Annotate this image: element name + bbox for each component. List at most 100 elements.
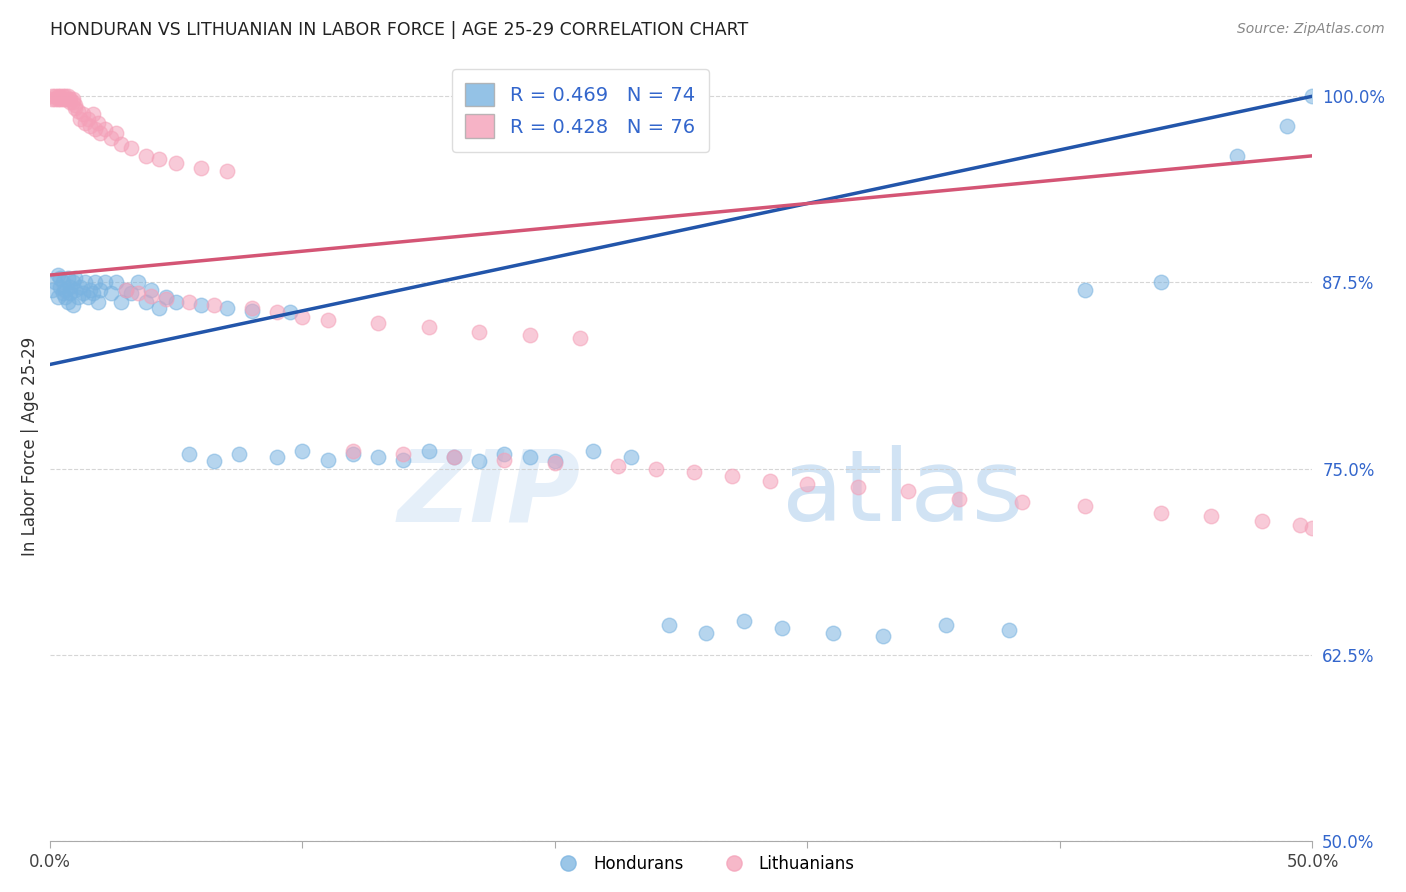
Point: [69, 280, 91, 294]
Point: [89, 127, 111, 141]
Point: [52, 89, 75, 103]
Point: [46, 290, 69, 304]
Point: [278, 305, 301, 319]
Point: [87, 294, 110, 309]
Point: [468, 325, 491, 339]
Point: [240, 303, 263, 318]
Point: [796, 476, 818, 491]
Point: [872, 629, 894, 643]
Point: [52, 92, 75, 106]
Point: [658, 618, 681, 632]
Point: [620, 450, 643, 464]
Legend: Hondurans, Lithuanians: Hondurans, Lithuanians: [544, 848, 862, 880]
Point: [1301, 521, 1323, 535]
Point: [165, 156, 187, 170]
Point: [110, 294, 132, 309]
Point: [733, 614, 755, 628]
Point: [948, 491, 970, 506]
Point: [104, 127, 127, 141]
Point: [44, 89, 66, 103]
Point: [240, 301, 263, 315]
Point: [59, 280, 82, 294]
Point: [569, 331, 592, 345]
Point: [468, 454, 491, 468]
Point: [59, 285, 82, 300]
Point: [135, 149, 157, 163]
Point: [443, 450, 465, 464]
Point: [266, 450, 288, 464]
Point: [1251, 514, 1274, 528]
Point: [215, 163, 238, 178]
Point: [494, 453, 516, 467]
Point: [49, 92, 72, 106]
Point: [367, 450, 389, 464]
Point: [52, 276, 75, 290]
Point: [75, 276, 97, 290]
Point: [46, 268, 69, 282]
Point: [1226, 149, 1249, 163]
Point: [1288, 518, 1310, 533]
Point: [418, 320, 440, 334]
Point: [87, 116, 110, 130]
Point: [758, 474, 780, 488]
Point: [46, 89, 69, 103]
Point: [75, 116, 97, 130]
Point: [114, 283, 136, 297]
Point: [56, 271, 79, 285]
Point: [998, 623, 1021, 637]
Point: [165, 294, 187, 309]
Point: [1201, 509, 1223, 524]
Point: [46, 92, 69, 106]
Text: Source: ZipAtlas.com: Source: ZipAtlas.com: [1237, 22, 1385, 37]
Point: [69, 112, 91, 126]
Point: [120, 285, 142, 300]
Point: [392, 447, 415, 461]
Point: [100, 285, 122, 300]
Point: [56, 89, 79, 103]
Point: [53, 290, 76, 304]
Point: [202, 454, 225, 468]
Point: [76, 112, 98, 126]
Point: [190, 161, 212, 175]
Point: [342, 443, 364, 458]
Point: [56, 92, 79, 106]
Point: [84, 122, 107, 136]
Point: [1011, 494, 1033, 508]
Point: [342, 447, 364, 461]
Point: [135, 294, 157, 309]
Point: [682, 465, 704, 479]
Text: atlas: atlas: [782, 445, 1024, 542]
Point: [897, 484, 920, 499]
Point: [645, 462, 668, 476]
Point: [291, 310, 314, 324]
Point: [519, 327, 541, 342]
Point: [155, 290, 177, 304]
Point: [63, 98, 86, 112]
Point: [607, 458, 630, 473]
Point: [1074, 283, 1097, 297]
Point: [695, 625, 717, 640]
Point: [139, 289, 162, 303]
Point: [770, 621, 793, 635]
Point: [52, 285, 75, 300]
Point: [49, 271, 72, 285]
Point: [53, 283, 76, 297]
Point: [72, 285, 94, 300]
Point: [66, 290, 89, 304]
Legend: R = 0.469   N = 74, R = 0.428   N = 76: R = 0.469 N = 74, R = 0.428 N = 76: [451, 69, 709, 152]
Point: [139, 283, 162, 297]
Point: [41, 283, 63, 297]
Point: [215, 301, 238, 315]
Point: [127, 285, 149, 300]
Point: [1301, 89, 1323, 103]
Point: [1150, 507, 1173, 521]
Point: [49, 89, 72, 103]
Point: [202, 298, 225, 312]
Point: [49, 280, 72, 294]
Point: [443, 450, 465, 464]
Point: [82, 107, 104, 121]
Point: [148, 152, 170, 166]
Point: [41, 89, 63, 103]
Point: [62, 95, 84, 110]
Point: [63, 271, 86, 285]
